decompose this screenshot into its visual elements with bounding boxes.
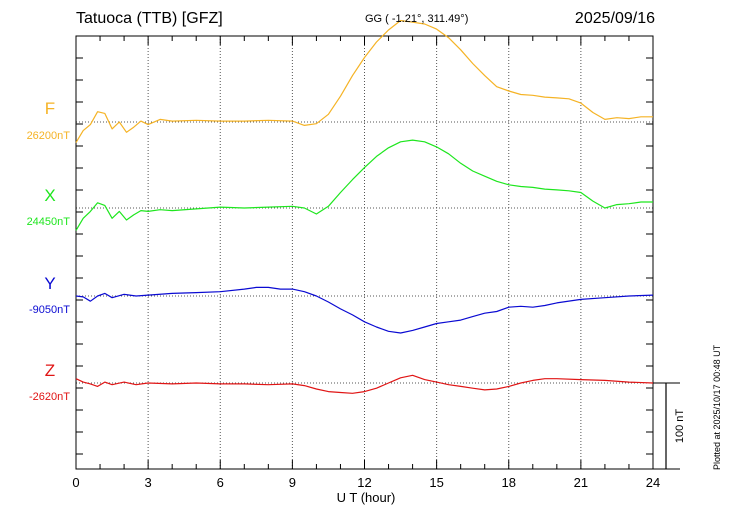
series-name-y: Y	[44, 274, 55, 293]
x-tick-label: 24	[646, 475, 660, 490]
series-baseline-label-z: -2620nT	[29, 391, 70, 403]
x-tick-label: 12	[357, 475, 371, 490]
x-tick-labels: 0 3 6 9 12 15 18 21 24	[72, 475, 660, 490]
series-name-x: X	[44, 186, 55, 205]
plotted-timestamp: Plotted at 2025/10/17 00:48 UT	[712, 344, 722, 470]
series-baseline-label-f: 26200nT	[27, 130, 71, 142]
plot-date: 2025/09/16	[574, 10, 655, 27]
station-title: Tatuoca (TTB) [GFZ]	[76, 10, 223, 27]
series-name-z: Z	[45, 361, 55, 380]
series-line-f	[75, 19, 653, 143]
x-tick-label: 6	[217, 475, 224, 490]
series-line-z	[75, 374, 654, 394]
x-tick-label: 3	[145, 475, 152, 490]
x-axis-label: U T (hour)	[337, 490, 396, 505]
scale-bar-label: 100 nT	[674, 409, 686, 444]
series-line-x	[75, 139, 653, 231]
scale-bar: 100 nT	[653, 382, 686, 470]
series-lines	[75, 19, 654, 394]
series-baseline-label-y: -9050nT	[29, 304, 70, 316]
chart-axes	[75, 35, 654, 470]
series-baseline-label-x: 24450nT	[27, 216, 71, 228]
x-tick-label: 18	[502, 475, 516, 490]
x-tick-label: 9	[289, 475, 296, 490]
x-tick-label: 21	[574, 475, 588, 490]
x-tick-label: 15	[429, 475, 443, 490]
station-coordinates: GG ( -1.21°, 311.49°)	[365, 13, 469, 25]
x-tick-label: 0	[72, 475, 79, 490]
series-line-y	[75, 286, 654, 334]
grid-lines	[76, 36, 653, 469]
series-labels: F 26200nT X 24450nT Y -9050nT Z -2620nT	[27, 99, 71, 403]
series-name-f: F	[45, 99, 55, 118]
